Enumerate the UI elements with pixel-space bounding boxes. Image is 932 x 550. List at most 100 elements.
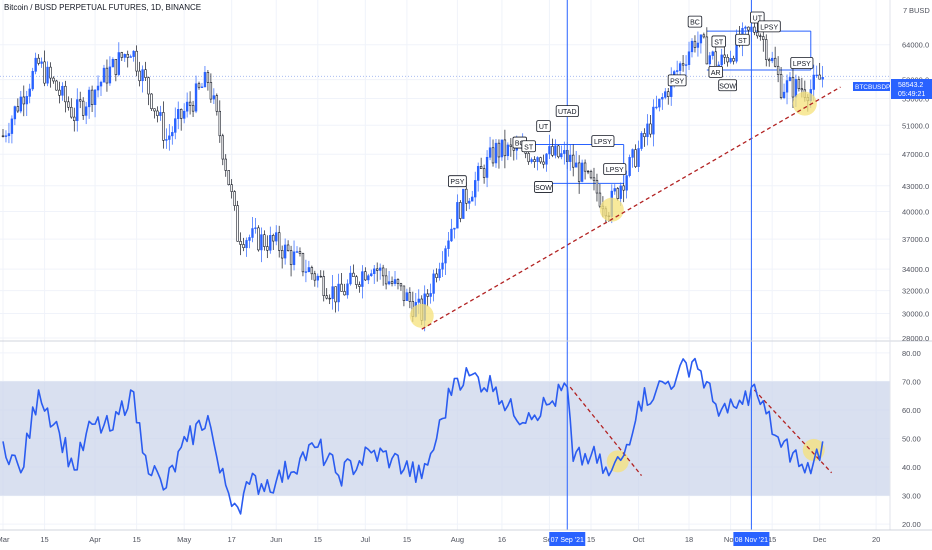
candle-body <box>690 40 694 53</box>
candle-body <box>551 146 554 156</box>
candle-body <box>248 237 251 241</box>
candle-body <box>447 240 450 249</box>
candle-body <box>756 32 759 37</box>
candle-body <box>209 82 213 100</box>
candle-body <box>384 275 388 285</box>
candle-body <box>358 284 361 287</box>
highlight-circle <box>792 91 817 116</box>
time-tick-label: 15 <box>132 535 140 544</box>
wyckoff-label-text: ST <box>738 38 748 45</box>
time-tick-label: Jul <box>361 535 371 544</box>
candle-body <box>16 106 20 112</box>
wyckoff-label-text: AR <box>711 70 721 77</box>
highlight-circle <box>409 303 434 328</box>
wyckoff-label: UT <box>750 11 765 24</box>
candle-body <box>322 276 325 296</box>
rsi-axis[interactable]: 80.00 70.00 60.00 50.00 40.00 30.00 20.00 <box>902 349 921 529</box>
candle-body <box>563 150 566 154</box>
candle-body <box>96 85 100 91</box>
candle-body <box>637 148 640 167</box>
wyckoff-label-text: UT <box>753 16 763 23</box>
candle-body <box>693 40 697 48</box>
candle-body <box>162 112 165 141</box>
candle-body <box>221 135 224 160</box>
candle-body <box>536 157 539 163</box>
wyckoff-label-box <box>603 163 627 176</box>
candle-body <box>408 292 412 302</box>
last-price-tag: 58543.2 05:49:21 <box>891 79 932 99</box>
wyckoff-label-box <box>735 33 750 46</box>
candle-body <box>497 142 501 158</box>
candle-body <box>444 248 447 264</box>
candle-body <box>468 200 471 204</box>
candle-body <box>188 101 192 106</box>
date-marker-badge: 08 Nov '21 <box>733 532 770 546</box>
candle-body <box>574 162 578 168</box>
candle-body <box>465 188 468 204</box>
wyckoff-label-text: LPSY <box>793 61 811 68</box>
candle-body <box>390 281 394 284</box>
candle-body <box>432 273 435 294</box>
candle-body <box>233 191 236 206</box>
candle-body <box>402 285 406 301</box>
candle-body <box>61 85 64 96</box>
candle-body <box>313 273 317 281</box>
rsi-band <box>0 381 890 496</box>
wyckoff-label-box <box>711 35 726 48</box>
wyckoff-label-text: BC <box>515 141 525 148</box>
candle-body <box>471 196 474 202</box>
date-marker-text: 07 Sep '21 <box>551 537 584 544</box>
candle-body <box>726 57 729 63</box>
candle-body <box>340 283 343 292</box>
candle-body <box>117 52 121 75</box>
candle-body <box>364 271 367 281</box>
candle-body <box>595 179 599 194</box>
candle-body <box>548 146 551 155</box>
candle-body <box>55 80 58 91</box>
candle-body <box>381 267 385 277</box>
candle-body <box>275 232 278 242</box>
candle-body <box>278 232 281 251</box>
wyckoff-label: UT <box>536 120 551 133</box>
candle-body <box>667 91 670 97</box>
candle-body <box>545 153 548 165</box>
candle-body <box>191 105 195 112</box>
candle-body <box>530 159 533 163</box>
wyckoff-label-box <box>750 11 765 24</box>
candle-body <box>708 55 712 65</box>
candle-body <box>7 133 11 137</box>
time-tick-label: Apr <box>89 535 101 544</box>
candle-body <box>325 295 328 299</box>
candle-body <box>554 145 557 156</box>
candle-body <box>723 54 726 58</box>
candle-body <box>138 70 141 82</box>
candle-body <box>699 34 703 44</box>
wyckoff-label-text: BC <box>690 20 700 27</box>
candle-body <box>759 35 762 37</box>
candle-body <box>729 58 732 63</box>
time-tick-label: 16 <box>498 535 506 544</box>
candle-body <box>200 86 204 88</box>
candle-body <box>405 292 409 301</box>
currency-label: BUSD <box>909 6 930 15</box>
candle-body <box>73 116 76 122</box>
candle-body <box>438 268 441 278</box>
price-tick-label: 30000.0 <box>902 310 929 319</box>
candle-body <box>586 170 590 173</box>
candle-body <box>349 272 352 285</box>
candle-body <box>503 139 507 157</box>
wyckoff-label: PSY <box>667 74 687 87</box>
wyckoff-label: LPSY <box>603 163 627 176</box>
candle-body <box>87 89 91 108</box>
time-tick-label: 15 <box>768 535 776 544</box>
candle-body <box>643 133 646 138</box>
candle-body <box>797 79 801 89</box>
wyckoff-label-box <box>790 57 814 69</box>
wyckoff-label-box <box>708 65 723 78</box>
candle-body <box>289 250 293 266</box>
candle-body <box>37 57 40 64</box>
candle-body <box>812 74 815 90</box>
candle-body <box>753 26 756 33</box>
candle-body <box>123 53 126 58</box>
